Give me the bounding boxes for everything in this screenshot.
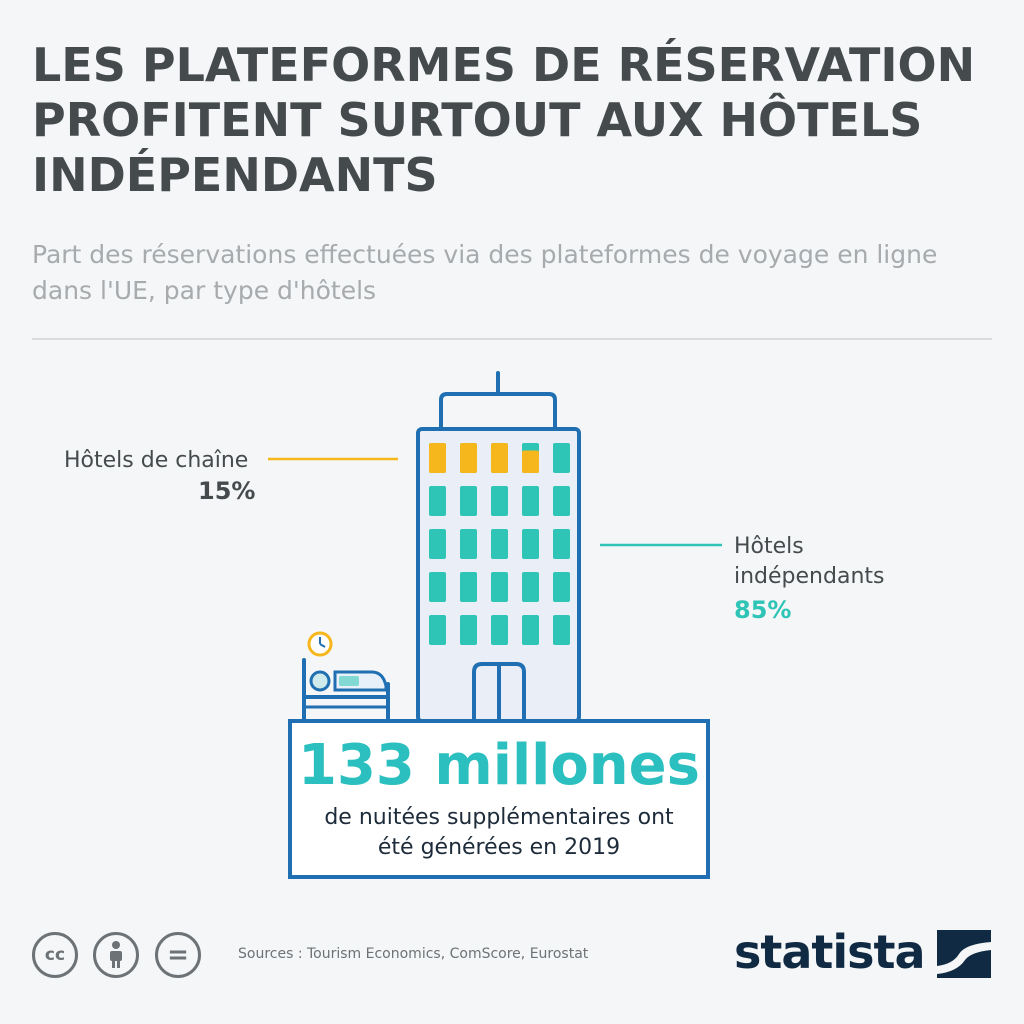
window-chain-share — [429, 443, 446, 473]
window — [553, 572, 570, 602]
window — [460, 486, 477, 516]
chain-label: Hôtels de chaîne — [64, 448, 249, 473]
highlight-stat: 133 millones de nuitées supplémentaires … — [290, 721, 708, 877]
window — [460, 615, 477, 645]
window — [522, 529, 539, 559]
window — [429, 486, 446, 516]
stat-box-frame — [288, 719, 710, 879]
window — [429, 529, 446, 559]
page-title: LES PLATEFORMES DE RÉSERVATION PROFITENT… — [32, 38, 976, 202]
window — [553, 443, 570, 473]
windows-grid — [429, 443, 570, 645]
person-icon — [110, 941, 122, 968]
window-chain-share — [460, 443, 477, 473]
bed-icon — [302, 658, 390, 721]
window — [553, 486, 570, 516]
independent-value: 85% — [734, 596, 792, 624]
independent-label-line1: Hôtels — [734, 534, 804, 559]
window-chain-share — [522, 450, 539, 473]
chain-value: 15% — [198, 477, 256, 505]
nd-icon[interactable]: = — [155, 932, 201, 978]
rooftop — [439, 392, 557, 429]
highlight-text-line2: été générées en 2019 — [377, 835, 621, 860]
window-chain-share — [491, 443, 508, 473]
cc-icon[interactable]: cc — [32, 932, 78, 978]
divider — [32, 338, 992, 340]
window — [522, 572, 539, 602]
cc-icon-label: cc — [44, 945, 66, 965]
window — [491, 529, 508, 559]
page-subtitle: Part des réservations effectuées via des… — [32, 240, 938, 305]
window — [429, 615, 446, 645]
window — [460, 572, 477, 602]
window — [491, 572, 508, 602]
statista-logo-icon[interactable] — [937, 930, 991, 978]
window — [522, 615, 539, 645]
window — [553, 529, 570, 559]
independent-label-line2: indépendants — [734, 564, 885, 589]
window — [522, 486, 539, 516]
window — [491, 486, 508, 516]
window — [553, 615, 570, 645]
window — [491, 615, 508, 645]
sources-text: Sources : Tourism Economics, ComScore, E… — [238, 946, 589, 962]
statista-logo-text[interactable]: statista — [734, 925, 926, 979]
highlight-text-line1: de nuitées supplémentaires ont — [324, 805, 674, 830]
nd-icon-label: = — [167, 940, 189, 970]
hotel-building-icon — [416, 371, 581, 723]
window — [429, 572, 446, 602]
window — [460, 529, 477, 559]
highlight-number: 133 millones — [298, 733, 700, 798]
clock-icon — [307, 631, 333, 657]
by-icon[interactable] — [93, 932, 139, 978]
